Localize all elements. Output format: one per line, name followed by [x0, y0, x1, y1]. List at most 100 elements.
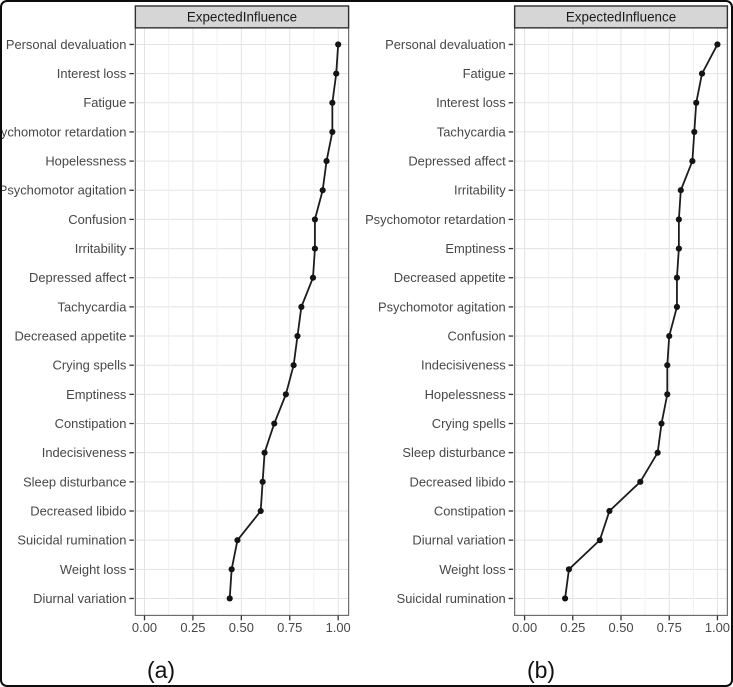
- category-label: Confusion: [448, 329, 506, 344]
- category-label: Constipation: [434, 503, 506, 518]
- category-label: Constipation: [55, 416, 127, 431]
- data-point: [319, 187, 326, 194]
- category-label: Psychomotor agitation: [378, 299, 506, 314]
- category-label: Sleep disturbance: [23, 474, 126, 489]
- category-label: Interest loss: [57, 66, 127, 81]
- category-label: Tachycardia: [58, 299, 128, 314]
- category-label: Decreased appetite: [14, 329, 126, 344]
- category-label: Tachycardia: [437, 124, 507, 139]
- category-label: Hopelessness: [425, 387, 506, 402]
- category-label: Indecisiveness: [42, 445, 127, 460]
- data-point: [664, 362, 671, 369]
- data-point: [689, 158, 696, 165]
- category-label: Emptiness: [445, 241, 505, 256]
- data-point: [298, 303, 305, 310]
- category-label: Diurnal variation: [412, 533, 505, 548]
- data-point: [698, 70, 706, 77]
- x-tick-label: 1.00: [326, 620, 351, 635]
- x-tick-label: 0.50: [229, 620, 254, 635]
- category-label: Irritability: [75, 241, 127, 256]
- data-point: [311, 245, 319, 252]
- data-point: [294, 332, 301, 340]
- category-label: Suicidal rumination: [397, 591, 506, 606]
- trend-line: [564, 44, 719, 599]
- data-point: [596, 537, 603, 544]
- data-point: [693, 99, 700, 106]
- x-tick-label: 0.00: [512, 620, 537, 635]
- strip-title: ExpectedInfluence: [187, 9, 297, 24]
- data-point: [561, 595, 569, 602]
- data-point: [257, 507, 264, 515]
- category-label: Diurnal variation: [33, 591, 126, 606]
- data-point: [714, 41, 721, 48]
- category-label: Crying spells: [53, 358, 127, 373]
- data-point: [329, 128, 336, 136]
- data-point: [311, 216, 319, 223]
- data-point: [675, 216, 682, 223]
- category-label: Personal devaluation: [6, 37, 127, 52]
- category-label: Depressed affect: [408, 154, 506, 169]
- x-tick-label: 0.50: [608, 620, 633, 635]
- category-label: Psychomotor retardation: [365, 212, 506, 227]
- caption-panel-b: (b): [526, 657, 556, 683]
- category-label: Personal devaluation: [385, 37, 506, 52]
- data-point: [673, 274, 681, 281]
- data-point: [259, 478, 266, 485]
- data-point: [654, 449, 661, 456]
- category-label: Decreased libido: [30, 503, 126, 518]
- category-label: Decreased appetite: [394, 270, 506, 285]
- data-point: [673, 303, 681, 310]
- data-point: [664, 391, 671, 398]
- category-label: Sleep disturbance: [402, 445, 505, 460]
- category-label: Indecisiveness: [421, 358, 506, 373]
- data-point: [677, 187, 684, 194]
- panel-background: [135, 27, 349, 616]
- category-label: Weight loss: [439, 562, 505, 577]
- data-point: [323, 158, 330, 165]
- category-label: Confusion: [68, 212, 126, 227]
- x-tick-label: 0.25: [560, 620, 585, 635]
- strip-title: ExpectedInfluence: [566, 9, 676, 24]
- category-label: Hopelessness: [45, 154, 126, 169]
- strip-header: [513, 5, 729, 29]
- data-point: [565, 566, 573, 573]
- x-tick-label: 0.75: [657, 620, 682, 635]
- data-point: [675, 245, 682, 252]
- data-point: [290, 362, 297, 369]
- caption-panel-a: (a): [146, 657, 176, 683]
- data-point: [333, 70, 340, 77]
- category-label: Weight loss: [60, 562, 126, 577]
- category-label: Depressed affect: [29, 270, 127, 285]
- data-point: [282, 391, 289, 398]
- category-label: Fatigue: [463, 66, 506, 81]
- category-label: Psychomotor agitation: [2, 183, 126, 198]
- category-label: Psychomotor retardation: [2, 124, 126, 139]
- x-tick-label: 0.00: [132, 620, 157, 635]
- category-label: Emptiness: [66, 387, 126, 402]
- category-label: Suicidal rumination: [17, 533, 126, 548]
- data-point: [329, 99, 336, 106]
- data-point: [666, 332, 673, 340]
- x-tick-label: 0.75: [277, 620, 302, 635]
- data-point: [309, 274, 317, 281]
- category-label: Fatigue: [83, 95, 126, 110]
- data-point: [271, 420, 278, 427]
- category-label: Irritability: [454, 183, 506, 198]
- strip-header: [134, 5, 350, 29]
- data-point: [637, 478, 644, 485]
- data-point: [658, 420, 665, 427]
- category-label: Crying spells: [432, 416, 506, 431]
- data-point: [335, 41, 342, 48]
- category-label: Interest loss: [436, 95, 506, 110]
- category-label: Decreased libido: [410, 474, 506, 489]
- x-tick-label: 1.00: [705, 620, 730, 635]
- data-point: [606, 507, 613, 515]
- x-tick-label: 0.25: [180, 620, 205, 635]
- data-point: [261, 449, 268, 456]
- data-point: [691, 128, 698, 136]
- trend-line: [228, 44, 340, 599]
- data-point: [228, 566, 235, 573]
- data-point: [234, 537, 241, 544]
